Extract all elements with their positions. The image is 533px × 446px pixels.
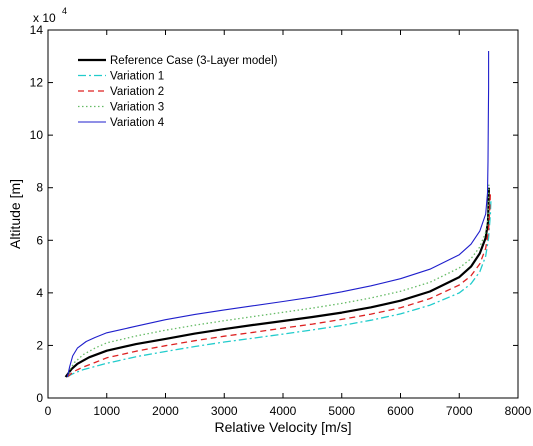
x-tick-label: 0 — [45, 404, 52, 418]
x-tick-label: 1000 — [93, 404, 120, 418]
x-tick-label: 8000 — [505, 404, 532, 418]
series-line-1 — [67, 198, 492, 378]
legend-label: Variation 2 — [110, 86, 164, 98]
series-line-0 — [64, 187, 490, 378]
y-tick-label: 6 — [36, 233, 43, 247]
y-axis-label: Altitude [m] — [7, 179, 23, 249]
x-tick-label: 6000 — [387, 404, 414, 418]
x-tick-label: 7000 — [446, 404, 473, 418]
legend-label: Variation 4 — [110, 117, 165, 129]
y-multiplier-exponent: 4 — [62, 6, 67, 16]
legend: Reference Case (3-Layer model) Variation … — [78, 55, 278, 129]
plot-frame — [47, 29, 519, 399]
series-lines — [64, 51, 492, 378]
y-tick-label: 2 — [36, 338, 43, 352]
x-axis-label: Relative Velocity [m/s] — [215, 419, 352, 435]
y-multiplier-label: x 10 — [33, 11, 56, 25]
y-tick-label: 10 — [30, 128, 44, 142]
x-axis-ticks: 0 1000 2000 3000 4000 5000 6000 7000 8000 — [45, 30, 532, 418]
series-line-4 — [66, 51, 490, 378]
x-tick-label: 4000 — [270, 404, 297, 418]
legend-label: Variation 1 — [110, 71, 164, 83]
y-tick-label: 14 — [30, 23, 44, 37]
x-tick-label: 5000 — [328, 404, 355, 418]
y-tick-label: 4 — [36, 286, 43, 300]
y-axis-ticks: 0 2 4 6 8 10 12 14 — [30, 23, 518, 405]
y-tick-label: 8 — [36, 181, 43, 195]
legend-label: Reference Case (3-Layer model) — [110, 55, 278, 67]
x-tick-label: 3000 — [211, 404, 238, 418]
series-line-3 — [66, 182, 490, 378]
x-tick-label: 2000 — [152, 404, 179, 418]
y-tick-label: 12 — [30, 76, 44, 90]
legend-label: Variation 3 — [110, 102, 164, 114]
y-tick-label: 0 — [36, 391, 43, 405]
